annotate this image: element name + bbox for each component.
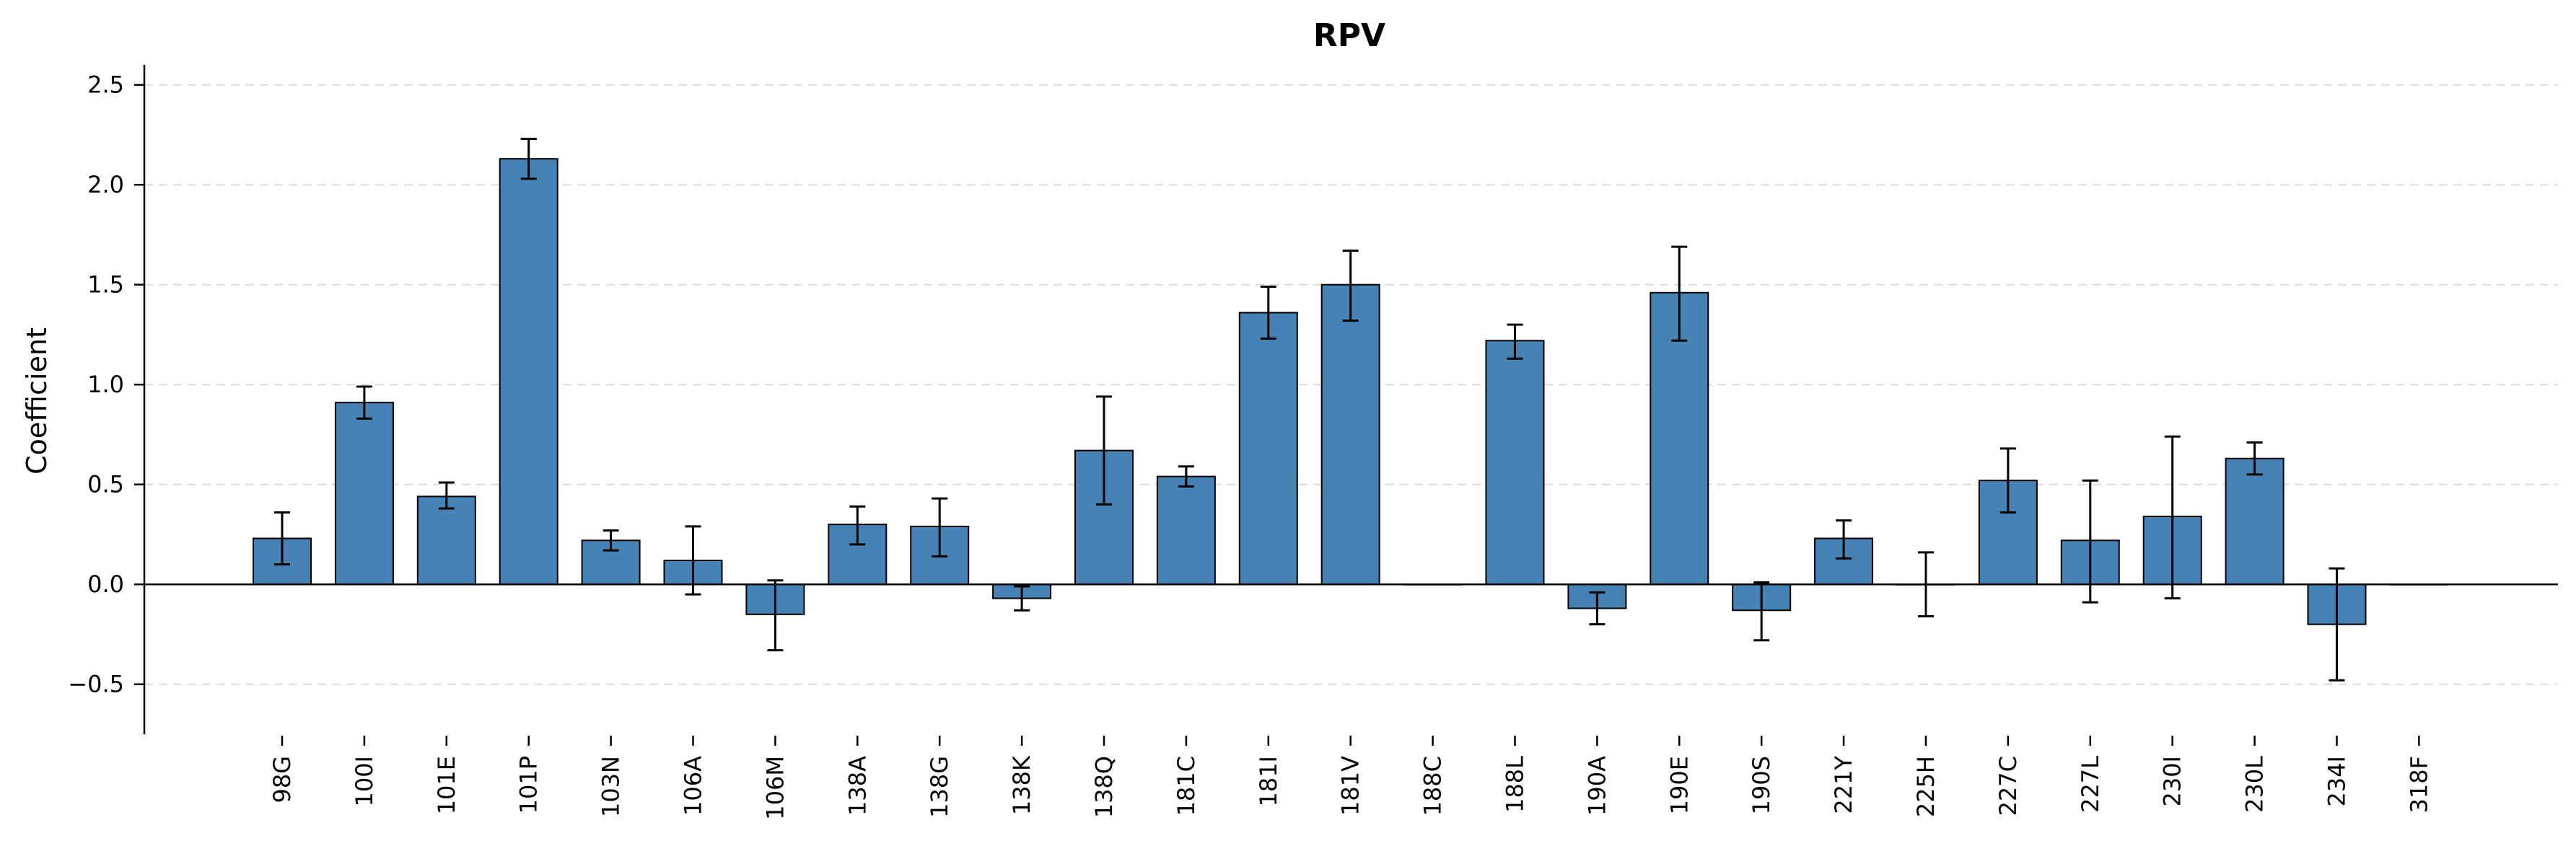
bar: [1238, 312, 1298, 586]
x-tick-label: 188L: [1502, 756, 1529, 813]
chart-title: RPV: [1313, 17, 1385, 54]
bar-layer: [253, 158, 2449, 625]
x-tick-label: 190S: [1748, 756, 1775, 814]
bar: [499, 158, 558, 586]
x-tick-label: 98G: [268, 756, 296, 803]
x-tick-label: 190E: [1665, 756, 1693, 814]
x-tick-label: 181I: [1255, 756, 1282, 807]
bar: [1485, 340, 1545, 586]
x-tick-label: 181V: [1337, 756, 1364, 816]
x-tick-label: 190A: [1583, 756, 1611, 816]
x-tick-label: 221Y: [1830, 756, 1857, 814]
x-tick-label: 227C: [1994, 756, 2022, 816]
bar: [1156, 475, 1216, 586]
x-tick-label: 181C: [1173, 756, 1200, 816]
y-tick-label: 0.0: [87, 570, 124, 598]
x-tick-label: 106M: [761, 756, 789, 820]
y-tick-label: −0.5: [68, 671, 124, 698]
x-tick-label: 103N: [597, 756, 625, 817]
x-tick-label: 101E: [433, 756, 460, 814]
y-axis-label: Coefficient: [21, 327, 53, 475]
y-tick-label: 0.5: [87, 471, 124, 498]
x-tick-label: 138K: [1008, 755, 1035, 815]
axis-layer: −0.5 0.0 0.5 1.0 1.5 2.0 2.5 98G 100I 101E 101P 103…: [68, 65, 2558, 820]
x-tick-label: 138G: [926, 756, 953, 818]
bar: [416, 495, 476, 586]
y-tick-label: 2.0: [87, 171, 124, 198]
bar: [334, 402, 394, 586]
x-tick-label: 234I: [2323, 756, 2351, 807]
x-tick-label: 230I: [2159, 756, 2186, 807]
x-tick-label: 138Q: [1090, 756, 1118, 818]
x-tick-label: 100I: [351, 756, 378, 807]
bar: [2225, 457, 2284, 586]
x-tick-label: 138A: [844, 756, 871, 816]
bar: [1320, 283, 1380, 586]
y-tick-label: 1.0: [87, 371, 124, 398]
x-tick-label: 227L: [2077, 756, 2104, 813]
y-tick-label: 1.5: [87, 271, 124, 299]
x-tick-label: 101P: [515, 756, 543, 814]
error-bar-layer: [274, 137, 2345, 682]
x-tick-label: 230L: [2241, 756, 2269, 813]
x-tick-label: 106A: [680, 756, 707, 816]
x-tick-label: 318F: [2405, 756, 2432, 813]
x-tick-label: 225H: [1912, 756, 1940, 817]
y-tick-label: 2.5: [87, 71, 124, 99]
x-tick-label: 188C: [1419, 756, 1447, 816]
